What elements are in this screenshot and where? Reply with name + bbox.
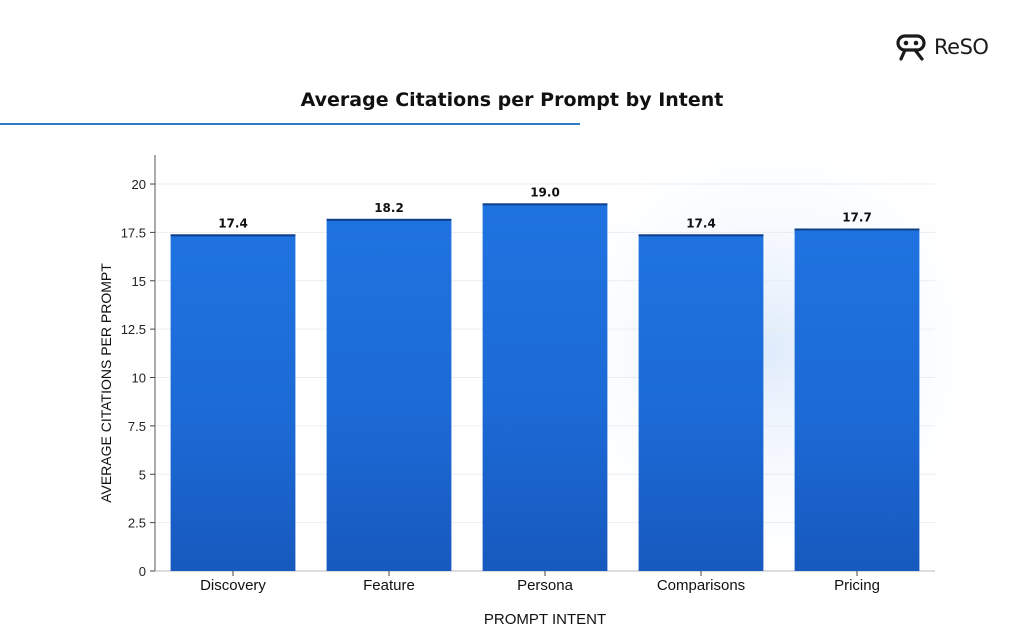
bar-feature (326, 218, 452, 571)
x-tick-label: Persona (517, 577, 574, 594)
y-tick-label: 0 (139, 564, 146, 579)
x-tick-label: Discovery (200, 577, 266, 594)
x-tick-label: Pricing (834, 577, 880, 594)
y-tick-label: 15 (132, 274, 146, 289)
bar-value-label: 17.4 (686, 216, 716, 230)
bar-value-label: 18.2 (374, 201, 404, 215)
x-tick-label: Comparisons (657, 577, 745, 594)
reso-logo: ReSO (896, 32, 996, 62)
bar-persona (482, 203, 608, 572)
y-tick-label: 20 (132, 177, 146, 192)
y-tick-label: 5 (139, 467, 146, 482)
title-underline (0, 123, 580, 125)
bar-comparisons (638, 234, 764, 571)
x-axis-title: PROMPT INTENT (483, 611, 607, 628)
x-tick-label: Feature (363, 577, 415, 594)
y-tick-label: 17.5 (121, 225, 146, 240)
bar-pricing (794, 228, 920, 571)
reso-logo-text: ReSO (934, 35, 989, 59)
y-tick-label: 2.5 (128, 516, 146, 531)
bar-value-label: 19.0 (530, 185, 560, 199)
chart-title: Average Citations per Prompt by Intent (300, 89, 724, 111)
y-tick-label: 10 (132, 371, 146, 386)
bar-value-label: 17.7 (842, 211, 872, 225)
bar-value-label: 17.4 (218, 216, 248, 230)
y-tick-label: 7.5 (128, 419, 146, 434)
y-tick-label: 12.5 (121, 322, 146, 337)
reso-logo-icon (896, 34, 926, 61)
bar-discovery (170, 234, 296, 571)
